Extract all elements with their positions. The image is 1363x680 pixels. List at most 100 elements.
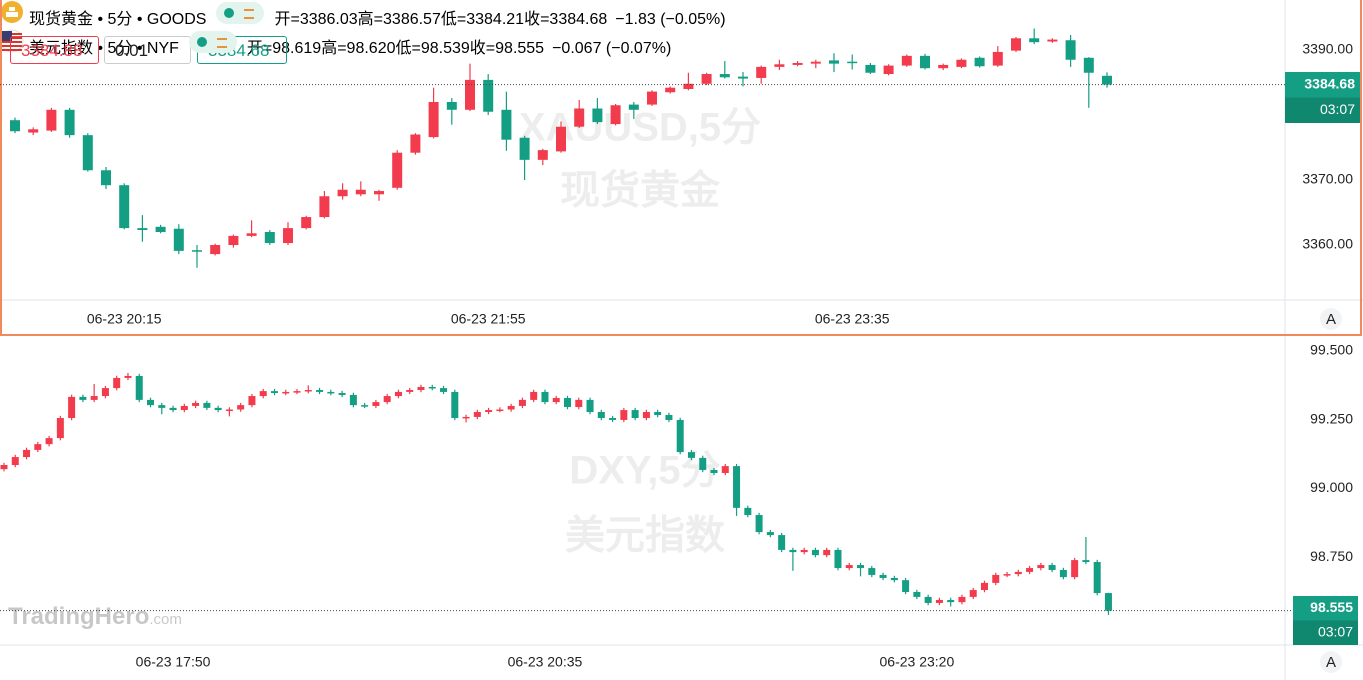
- symbol-icon: [0, 29, 24, 53]
- candle-body: [101, 388, 109, 397]
- candle-body: [574, 108, 585, 127]
- candle-body: [406, 390, 414, 392]
- candle-body: [610, 105, 621, 125]
- candle-body: [800, 549, 808, 553]
- candle-body: [665, 87, 676, 93]
- candle-body: [699, 457, 707, 470]
- visibility-toggle[interactable]: [216, 2, 265, 24]
- candle-body: [192, 250, 202, 252]
- candle-body: [935, 599, 943, 603]
- candle-body: [980, 582, 988, 591]
- candle-body: [79, 396, 87, 400]
- candle-body: [11, 457, 19, 466]
- candle-body: [90, 396, 98, 400]
- candle-body: [180, 405, 188, 411]
- countdown-bg: [1285, 97, 1360, 123]
- candle-body: [744, 507, 752, 516]
- candle-body: [631, 410, 639, 419]
- candle-body: [361, 405, 369, 407]
- ohlc-stat: 开=98.619: [247, 40, 321, 57]
- candle-body: [665, 415, 673, 420]
- candle-body: [683, 83, 694, 89]
- y-tick-label: 3360.00: [1302, 236, 1353, 252]
- candle-body: [34, 444, 42, 450]
- candle-body: [774, 64, 785, 67]
- candle-body: [428, 101, 439, 138]
- candle-body: [101, 170, 111, 186]
- candle-body: [865, 64, 876, 73]
- candle-body: [64, 109, 75, 136]
- candle-body: [992, 574, 1000, 583]
- candle-body: [1014, 571, 1022, 575]
- candle-body: [647, 91, 657, 105]
- x-tick-label: 06-23 23:20: [880, 654, 955, 670]
- candle-body: [147, 399, 155, 406]
- candle-body: [46, 109, 57, 131]
- brand-name: TradingHero: [8, 603, 150, 630]
- candle-body: [710, 469, 718, 473]
- candle-body: [829, 60, 839, 64]
- candle-body: [301, 217, 312, 229]
- candle-body: [349, 394, 357, 406]
- candle-body: [920, 55, 930, 69]
- candle-body: [451, 391, 459, 419]
- order-box[interactable]: 0.01: [104, 36, 191, 64]
- ohlc-value: 98.555: [495, 40, 545, 57]
- candle-body: [173, 228, 184, 251]
- candle-body: [383, 396, 391, 403]
- candle-body: [1102, 75, 1112, 85]
- candle-body: [246, 233, 257, 236]
- candle-body: [902, 580, 910, 592]
- candle-body: [901, 55, 912, 66]
- candle-body: [394, 391, 402, 397]
- icon-stripe: [2, 49, 22, 51]
- candle-body: [913, 591, 921, 597]
- candle-body: [1071, 560, 1079, 578]
- candle-body: [1082, 560, 1090, 563]
- candle-body: [519, 137, 530, 160]
- candle-body: [68, 396, 76, 419]
- visibility-toggle[interactable]: [188, 31, 237, 53]
- axis-mode-button[interactable]: [1320, 308, 1342, 330]
- x-tick-label: 06-23 20:35: [508, 654, 583, 670]
- symbol-icon: [1, 1, 23, 23]
- candle-body: [225, 409, 233, 412]
- candle-body: [113, 377, 121, 389]
- watermark: 现货黄金: [560, 168, 721, 213]
- ohlc-label: 低=: [440, 11, 467, 28]
- candle-body: [1026, 568, 1034, 572]
- candle-body: [789, 549, 797, 553]
- candle-body: [228, 235, 239, 246]
- candle-body: [82, 135, 93, 171]
- ohlc-label: 高=: [321, 40, 347, 57]
- candle-body: [738, 76, 748, 79]
- order-box[interactable]: 3384.88: [10, 36, 99, 64]
- candle-body: [766, 532, 774, 536]
- ohlc-value: 3386.57: [383, 11, 441, 28]
- candle-body: [1029, 38, 1040, 43]
- symbol-title: 美元指数 • 5分 • NYF: [29, 40, 179, 57]
- candle-body: [327, 391, 335, 394]
- icon-bar: [6, 12, 18, 17]
- candle-body: [462, 416, 470, 419]
- y-tick-label: 99.500: [1310, 342, 1353, 358]
- candle-body: [158, 405, 166, 408]
- icon-canton: [2, 31, 12, 41]
- last-price-label: 3384.68: [1304, 75, 1355, 91]
- candle-body: [338, 393, 346, 395]
- candle-body: [283, 228, 293, 244]
- ohlc-stat: 低=98.539: [395, 40, 469, 57]
- candle-body: [392, 152, 403, 188]
- candle-body: [755, 515, 763, 533]
- y-tick-label: 3370.00: [1302, 171, 1353, 187]
- candle-body: [733, 466, 741, 508]
- candle-body: [1048, 565, 1056, 570]
- candle-body: [428, 386, 436, 389]
- axis-mode-button[interactable]: [1320, 651, 1342, 673]
- candle-body: [938, 64, 949, 69]
- ohlc-label: 高=: [357, 11, 384, 28]
- candle-body: [337, 189, 348, 197]
- candle-body: [124, 375, 132, 378]
- ohlc-label: 开=: [274, 11, 300, 28]
- candle-body: [537, 150, 548, 160]
